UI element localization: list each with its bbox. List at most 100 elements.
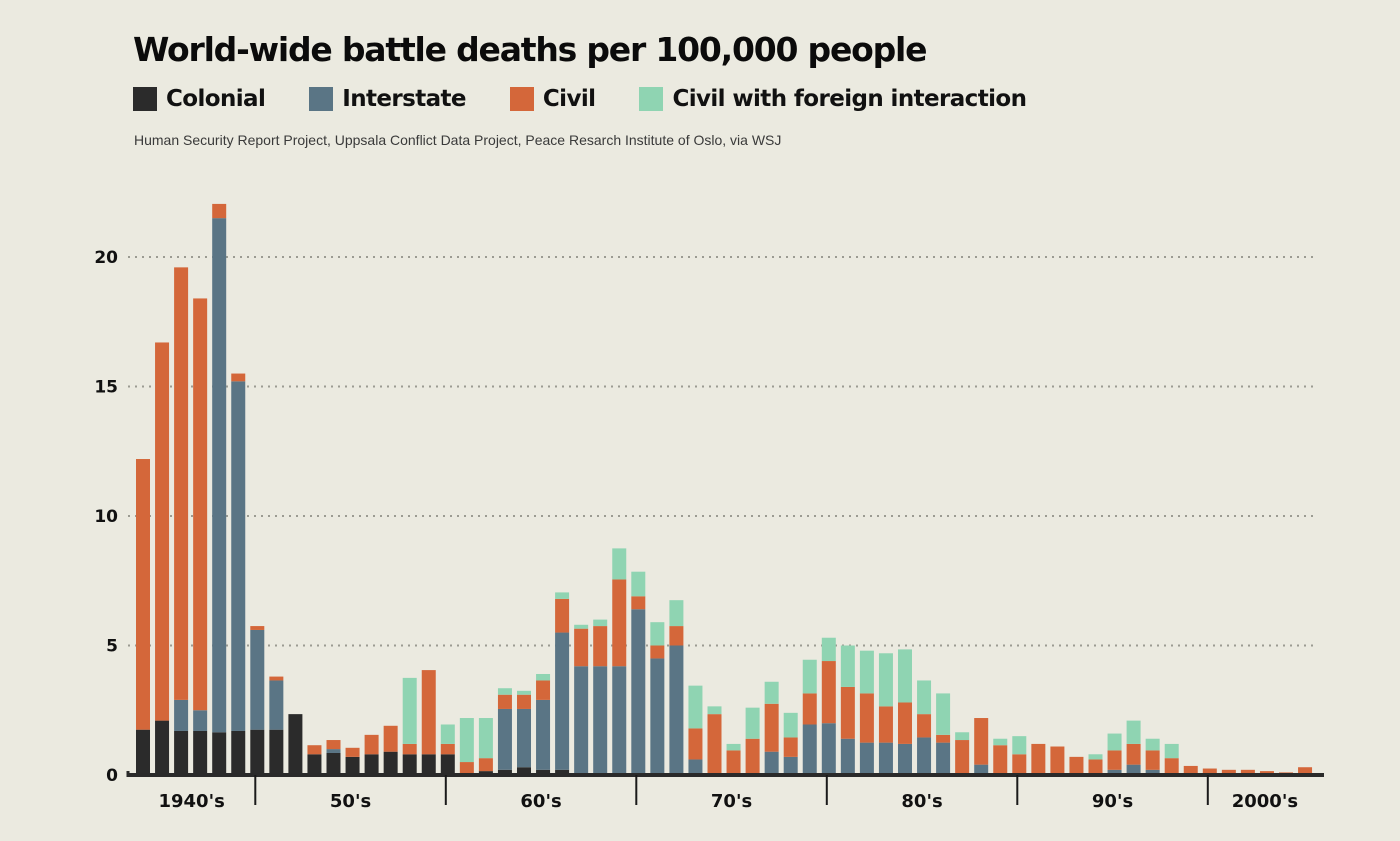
bar-segment-civil-with-foreign-interaction-1966 — [517, 690, 531, 695]
bar-segment-civil-1988 — [936, 734, 951, 743]
bar-segment-civil-1952 — [250, 626, 265, 630]
bar-segment-civil-with-foreign-interaction-1967 — [536, 673, 551, 681]
bar-segment-civil-with-foreign-interaction-1979 — [764, 681, 779, 704]
bar-segment-civil-1966 — [517, 694, 531, 709]
bar-segment-civil-1973 — [650, 645, 665, 659]
x-axis: 1940's 50's 60's 70's 80's 90's 2000's — [126, 771, 1324, 812]
bar-segment-civil-1977 — [726, 750, 741, 775]
bar-segment-interstate-1951 — [231, 381, 246, 731]
bar-segment-civil-1981 — [802, 693, 817, 725]
bar-segment-colonial-1952 — [250, 729, 265, 775]
bar-1997 — [1107, 733, 1122, 775]
bar-segment-civil-with-foreign-interaction-1981 — [802, 659, 817, 694]
y-tick-label-5: 5 — [106, 637, 118, 657]
y-tick-label-10: 10 — [94, 507, 118, 527]
x-label-50-s: 50's — [330, 791, 371, 812]
bar-segment-interstate-1984 — [859, 742, 874, 775]
bar-segment-civil-1962 — [440, 743, 455, 755]
bar-segment-interstate-1986 — [898, 743, 912, 775]
bar-segment-interstate-1999 — [1145, 769, 1160, 775]
bar-segment-civil-1968 — [555, 598, 570, 633]
bar-segment-civil-with-foreign-interaction-1999 — [1145, 738, 1160, 751]
y-axis-ticks: 0 5 10 15 20 — [94, 248, 118, 786]
legend-swatch-civil-foreign — [639, 87, 664, 111]
bar-segment-civil-with-foreign-interaction-1984 — [859, 650, 874, 694]
bar-segment-civil-1960 — [402, 743, 417, 755]
bar-1973 — [650, 622, 665, 775]
bar-1982 — [821, 637, 836, 775]
bar-segment-colonial-1954 — [288, 714, 303, 775]
bar-1975 — [688, 685, 703, 775]
x-label-60-s: 60's — [520, 791, 561, 812]
bar-segment-civil-1950 — [212, 203, 227, 219]
bar-1955 — [307, 745, 322, 775]
bar-segment-colonial-1948 — [174, 730, 189, 775]
bar-segment-civil-1953 — [269, 676, 284, 681]
bar-segment-civil-with-foreign-interaction-1968 — [555, 592, 570, 599]
bar-1954 — [288, 714, 303, 775]
bar-2001 — [1183, 765, 1198, 775]
source-note: Human Security Report Project, Uppsala C… — [134, 132, 782, 148]
legend-label-colonial: Colonial — [166, 86, 266, 112]
bar-segment-civil-1959 — [383, 725, 398, 752]
legend: Colonial Interstate Civil Civil with for… — [133, 86, 1070, 112]
bar-segment-civil-1951 — [231, 373, 246, 382]
bar-segment-interstate-1970 — [593, 666, 608, 775]
bar-segment-civil-with-foreign-interaction-1983 — [840, 645, 855, 687]
bar-1980 — [783, 712, 798, 775]
bar-segment-civil-1946 — [136, 459, 150, 730]
bar-segment-civil-with-foreign-interaction-1985 — [878, 653, 893, 707]
bar-segment-civil-with-foreign-interaction-1996 — [1088, 754, 1103, 760]
bar-1957 — [345, 747, 360, 775]
bar-1965 — [497, 688, 512, 775]
bar-segment-interstate-1971 — [612, 666, 627, 775]
bar-segment-colonial-1967 — [536, 769, 551, 775]
bar-1993 — [1031, 743, 1046, 775]
bar-segment-civil-2002 — [1202, 768, 1217, 775]
y-tick-label-15: 15 — [94, 378, 118, 398]
bar-segment-interstate-1998 — [1126, 764, 1141, 775]
bar-segment-colonial-1957 — [345, 756, 360, 775]
bar-1988 — [936, 693, 951, 775]
bar-segment-civil-2007 — [1298, 767, 1313, 775]
bar-segment-interstate-1987 — [917, 737, 932, 775]
bar-1972 — [631, 571, 646, 775]
legend-swatch-interstate — [309, 87, 334, 111]
bar-1990 — [974, 718, 989, 775]
bar-segment-civil-2001 — [1183, 765, 1198, 775]
bar-segment-civil-1984 — [859, 693, 874, 743]
bar-segment-civil-with-foreign-interaction-1977 — [726, 743, 741, 751]
bar-segment-colonial-1958 — [364, 754, 379, 775]
bar-segment-civil-with-foreign-interaction-1991 — [993, 738, 1008, 746]
bar-segment-civil-1949 — [193, 298, 208, 711]
bar-segment-civil-1993 — [1031, 743, 1046, 775]
bar-segment-civil-with-foreign-interaction-1964 — [478, 718, 493, 759]
bar-1983 — [840, 645, 855, 775]
bar-segment-colonial-1951 — [231, 730, 246, 775]
bar-segment-interstate-1990 — [974, 764, 989, 775]
bar-segment-civil-1996 — [1088, 759, 1103, 775]
bar-segment-interstate-1974 — [669, 645, 684, 775]
bar-segment-colonial-1960 — [402, 754, 417, 775]
bar-segment-civil-with-foreign-interaction-1972 — [631, 571, 646, 597]
bar-segment-colonial-1966 — [517, 767, 531, 775]
bar-segment-interstate-1979 — [764, 751, 779, 775]
legend-item-colonial: Colonial — [133, 86, 266, 112]
bar-segment-interstate-1949 — [193, 710, 208, 731]
bar-1995 — [1069, 756, 1084, 775]
bar-segment-civil-with-foreign-interaction-1962 — [440, 724, 455, 744]
bar-1985 — [878, 653, 893, 775]
bar-segment-interstate-1967 — [536, 699, 551, 770]
x-label-70-s: 70's — [711, 791, 752, 812]
legend-item-civil-foreign: Civil with foreign interaction — [639, 86, 1027, 112]
bar-segment-civil-1969 — [574, 628, 589, 667]
x-label-1940-s: 1940's — [158, 791, 224, 812]
bar-segment-civil-with-foreign-interaction-1992 — [1012, 736, 1027, 755]
bar-segment-interstate-1997 — [1107, 769, 1122, 775]
bar-segment-civil-with-foreign-interaction-1974 — [669, 600, 684, 627]
bar-1979 — [764, 681, 779, 775]
bar-segment-civil-with-foreign-interaction-1989 — [955, 732, 970, 741]
bar-segment-civil-1986 — [898, 702, 912, 744]
y-tick-label-20: 20 — [94, 248, 118, 268]
